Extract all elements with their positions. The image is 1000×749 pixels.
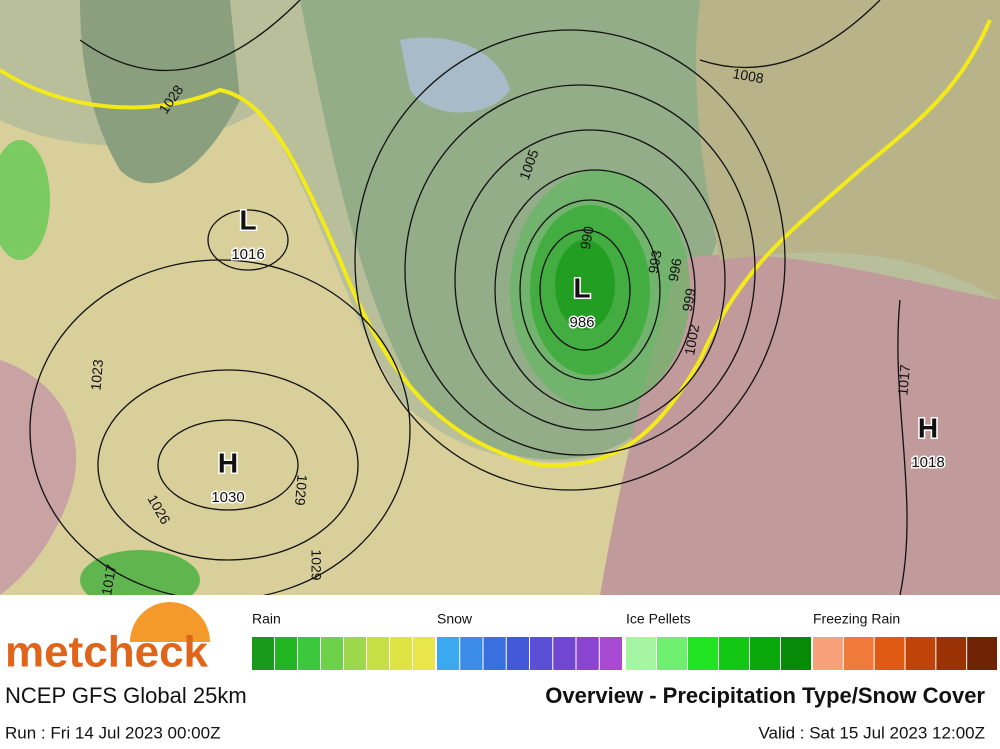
logo-text: metcheck: [5, 628, 209, 677]
legend-swatch: [657, 637, 687, 670]
legend-swatch: [321, 637, 343, 670]
greenland: [80, 0, 240, 184]
legend-swatch: [874, 637, 905, 670]
run-time: Run : Fri 14 Jul 2023 00:00Z: [5, 723, 220, 742]
legend-swatch: [506, 637, 529, 670]
pressure-system: H 1018: [910, 411, 946, 473]
legend-swatch: [781, 637, 811, 670]
isobar-label: 1023: [87, 358, 106, 391]
legend-swatch: [750, 637, 780, 670]
isobar-label: 1029: [308, 549, 324, 580]
legend-label: Rain: [252, 611, 281, 627]
legend-label: Snow: [437, 611, 473, 627]
legend-swatch: [719, 637, 749, 670]
legend-swatch: [626, 637, 656, 670]
legend-swatch: [553, 637, 576, 670]
scandinavia: [696, 0, 1000, 300]
legend-swatch: [813, 637, 843, 670]
legend-swatch: [460, 637, 483, 670]
high-area: [0, 110, 640, 595]
legend-swatch: [599, 637, 622, 670]
isobar-label: 1029: [292, 474, 311, 507]
iceland: [400, 37, 510, 113]
system-pressure: 1030: [211, 489, 244, 506]
legend-swatch: [576, 637, 599, 670]
legend-swatch: [390, 637, 412, 670]
model-name: NCEP GFS Global 25km: [5, 683, 247, 708]
valid-time: Valid : Sat 15 Jul 2023 12:00Z: [758, 723, 985, 742]
legend-swatch: [967, 637, 997, 670]
isobar-label: 999: [679, 287, 699, 313]
pressure-system: H 1030: [210, 446, 246, 508]
legend-swatch: [843, 637, 874, 670]
legend-swatch: [905, 637, 936, 670]
legend-swatch: [298, 637, 320, 670]
legend-label: Ice Pellets: [626, 611, 691, 627]
legend-swatch: [483, 637, 506, 670]
logo: metcheck: [5, 602, 210, 677]
legend-swatch: [936, 637, 967, 670]
isobar-label: 993: [645, 249, 665, 275]
legend-swatch: [413, 637, 435, 670]
legend-swatch: [367, 637, 389, 670]
isobar-label: 1008: [731, 65, 765, 86]
legend-swatch: [252, 637, 274, 670]
isobar-label: 996: [665, 257, 685, 283]
system-symbol: H: [218, 447, 238, 478]
isobar-label: 990: [577, 225, 597, 251]
isobar-label: 1017: [894, 363, 913, 396]
isobars: [29, 0, 908, 601]
legend-swatch: [275, 637, 297, 670]
legend-swatch: [437, 637, 460, 670]
system-pressure: 986: [569, 314, 594, 331]
system-pressure: 1018: [911, 454, 944, 471]
pressure-system: L 1016: [230, 203, 266, 265]
europe-warm: [600, 254, 1000, 596]
pressure-system: L 986: [568, 271, 596, 333]
legend-swatch: [344, 637, 366, 670]
legend-label: Freezing Rain: [813, 611, 900, 627]
legend-swatch: [530, 637, 553, 670]
isobar-label: 1017: [98, 563, 119, 597]
legend-swatch: [688, 637, 718, 670]
system-symbol: L: [573, 272, 590, 303]
isobar-label: 1002: [681, 323, 702, 357]
system-symbol: H: [918, 412, 938, 443]
system-symbol: L: [239, 204, 256, 235]
system-pressure: 1016: [231, 246, 264, 263]
map-title: Overview - Precipitation Type/Snow Cover: [545, 683, 985, 708]
freezing-level-line: [0, 19, 992, 468]
